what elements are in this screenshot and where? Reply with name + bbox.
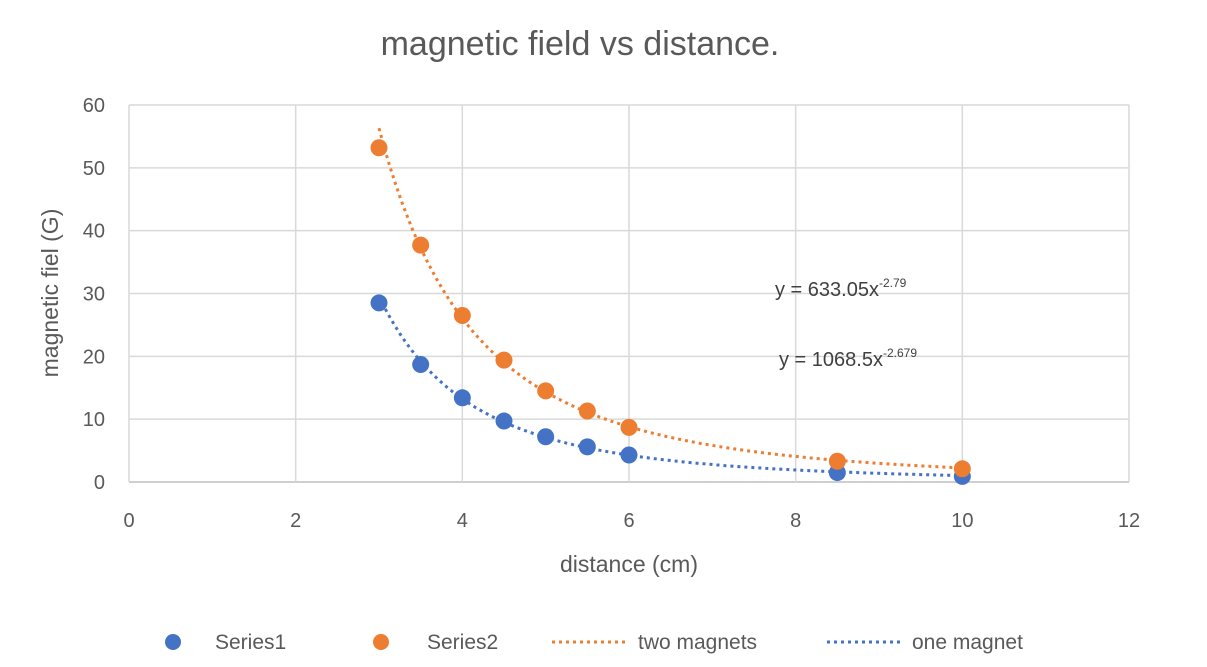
y-tick-label: 20 — [83, 346, 105, 368]
x-tick-label: 10 — [951, 510, 973, 532]
data-point-series2 — [495, 351, 513, 369]
data-point-series2 — [453, 306, 471, 324]
data-point-series2 — [578, 402, 596, 420]
chart-title: magnetic field vs distance. — [381, 25, 780, 63]
equation-one-magnet-exponent: -2.79 — [879, 276, 907, 290]
data-point-series2 — [412, 236, 430, 254]
legend-label-two-magnets: two magnets — [638, 631, 757, 654]
legend-marker-series1 — [165, 634, 181, 650]
data-point-series1 — [537, 428, 555, 446]
x-tick-label: 8 — [790, 510, 801, 532]
legend-label-series2: Series2 — [427, 631, 498, 654]
tick-labels: 0 10 20 30 40 50 60 0 2 4 6 8 10 12 — [83, 95, 1140, 532]
gridlines — [128, 104, 1130, 483]
equation-two-magnets-exponent: -2.679 — [883, 346, 917, 360]
data-point-series1 — [578, 438, 596, 456]
x-tick-label: 6 — [623, 510, 634, 532]
y-tick-label: 40 — [83, 221, 105, 243]
trendline-equation-one-magnet: y = 633.05x-2.79 — [775, 276, 907, 301]
data-point-series1 — [620, 446, 638, 464]
legend-marker-series2 — [373, 634, 389, 650]
y-tick-label: 50 — [83, 158, 105, 180]
data-point-series2 — [828, 452, 846, 470]
data-point-series2 — [537, 382, 555, 400]
x-axis-label: distance (cm) — [560, 551, 698, 577]
data-point-series2 — [370, 139, 388, 157]
legend-label-series1: Series1 — [215, 631, 286, 654]
equation-two-magnets-main: y = 1068.5x — [779, 349, 883, 371]
y-tick-label: 10 — [83, 409, 105, 431]
legend-label-one-magnet: one magnet — [912, 631, 1023, 654]
data-point-series2 — [620, 418, 638, 436]
y-tick-label: 0 — [94, 472, 105, 494]
data-point-series1 — [495, 412, 513, 430]
x-tick-label: 2 — [290, 510, 301, 532]
y-tick-label: 30 — [83, 284, 105, 306]
x-tick-label: 12 — [1118, 510, 1140, 532]
equation-one-magnet-main: y = 633.05x — [775, 279, 879, 301]
data-points — [370, 139, 971, 485]
data-point-series2 — [953, 460, 971, 478]
trendline-equation-two-magnets: y = 1068.5x-2.679 — [779, 346, 917, 371]
data-point-series1 — [412, 356, 430, 374]
y-axis-label: magnetic fiel (G) — [37, 209, 63, 378]
data-point-series1 — [453, 389, 471, 407]
data-point-series1 — [370, 294, 388, 312]
x-tick-label: 0 — [123, 510, 134, 532]
x-tick-label: 4 — [457, 510, 468, 532]
trendline-one-magnet — [377, 295, 963, 477]
y-tick-label: 60 — [83, 95, 105, 117]
trendlines — [377, 127, 963, 477]
legend: Series1 Series2 two magnets one magnet — [165, 631, 1023, 654]
